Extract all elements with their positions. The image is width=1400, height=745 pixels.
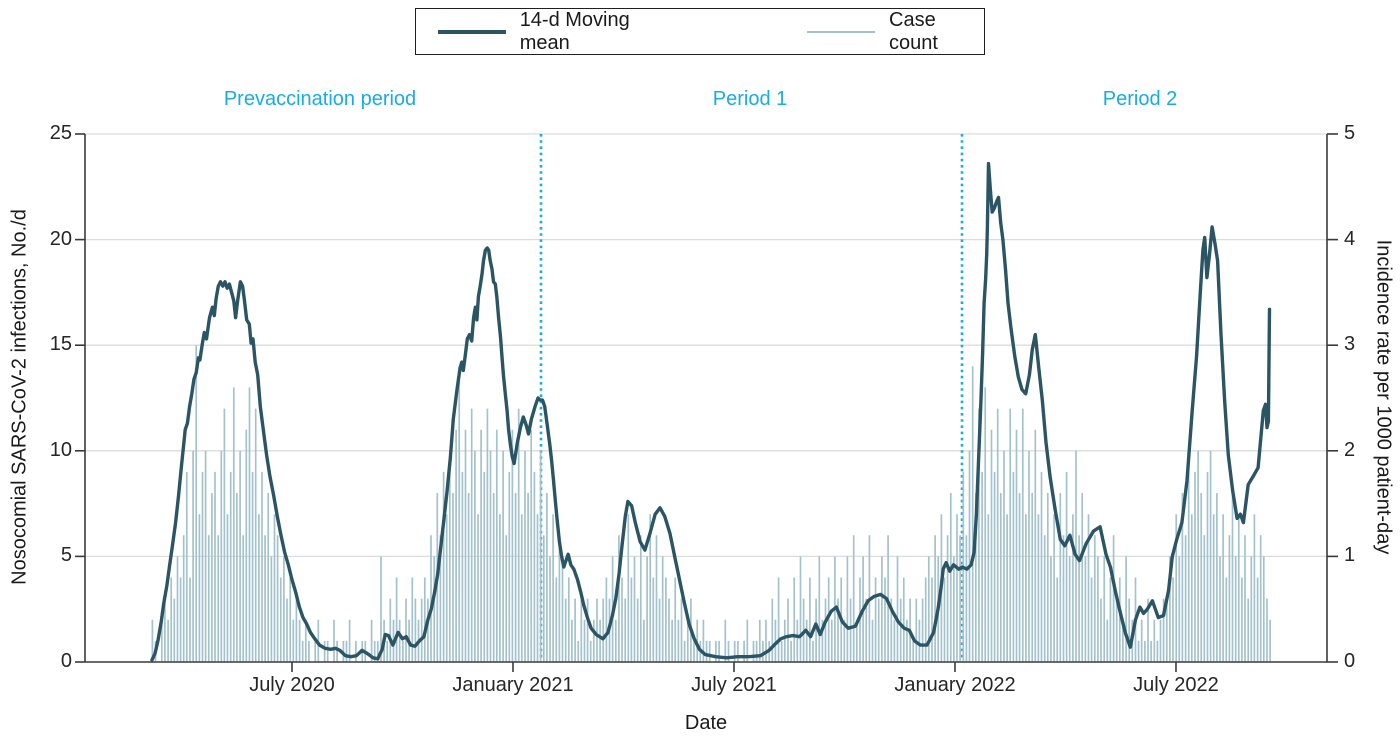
- case-count-line-sample-icon: [807, 30, 876, 33]
- x-axis-tick-label: January 2021: [452, 674, 574, 696]
- chart-legend: 14-d Moving mean Case count: [415, 8, 985, 55]
- left-axis-tick-label: 10: [49, 438, 72, 461]
- right-axis-tick-label: 1: [1344, 544, 1356, 567]
- right-axis-tick-label: 2: [1344, 438, 1356, 461]
- right-axis-tick-label: 3: [1344, 333, 1356, 356]
- right-axis-tick-label: 0: [1344, 650, 1356, 672]
- right-axis-tick-label: 5: [1344, 122, 1356, 144]
- legend-entry-moving-mean: 14-d Moving mean: [438, 9, 675, 55]
- x-axis-tick-label: July 2022: [1133, 674, 1219, 696]
- left-axis-title: Nosocomial SARS-CoV-2 infections, No./d: [8, 209, 31, 585]
- legend-label-case-count: Case count: [889, 8, 938, 54]
- x-axis-tick-label: July 2021: [691, 674, 777, 696]
- moving-mean-line-sample-icon: [438, 29, 506, 34]
- left-axis-tick-label: 5: [60, 544, 72, 567]
- right-axis-title: Incidence rate per 1000 patient-day: [1372, 239, 1395, 555]
- period-label-period-2: Period 2: [1102, 88, 1178, 110]
- period-label-period-1: Period 1: [712, 88, 788, 110]
- left-axis-tick-label: 15: [49, 333, 72, 356]
- period-label-prevaccination: Prevaccination period: [223, 88, 417, 110]
- moving-mean-line: [150, 161, 1272, 662]
- x-axis-tick-label: January 2022: [894, 674, 1016, 696]
- x-axis-title: Date: [684, 712, 728, 734]
- legend-label-moving-mean: 14-d Moving mean: [519, 8, 630, 54]
- legend-entry-case-count: Case count: [807, 9, 984, 55]
- left-axis-tick-label: 20: [49, 227, 72, 250]
- left-axis-tick-label: 0: [60, 650, 72, 672]
- left-axis-tick-label: 25: [49, 122, 72, 144]
- right-axis-tick-label: 4: [1344, 227, 1356, 250]
- case-count-bars: [151, 345, 1271, 662]
- x-axis-tick-label: July 2020: [249, 674, 335, 696]
